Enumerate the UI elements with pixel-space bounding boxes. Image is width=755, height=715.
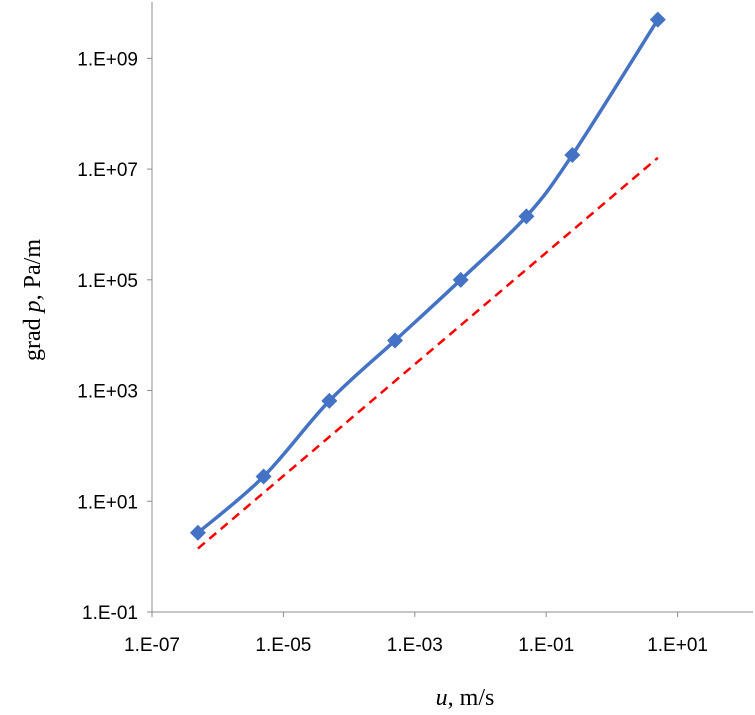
x-tick-label: 1.E-03 [387,635,443,656]
data-point-marker [518,208,535,225]
data-point-marker [189,524,206,541]
y-axis-title-unit: , Pa/m [20,239,46,301]
y-tick-label: 1.E+05 [77,271,138,292]
x-tick-label: 1.E-07 [124,635,180,656]
x-tick-label: 1.E+01 [647,635,708,656]
x-tick-group: 1.E-07 1.E-05 1.E-03 1.E-01 1.E+01 [124,612,708,656]
data-point-marker [564,146,581,163]
data-point-marker [387,332,404,349]
y-axis-title-text: grad [20,312,46,361]
x-axis-title-unit: , m/s [448,685,495,711]
x-axis-title: u, m/s [436,685,495,711]
x-tick-label: 1.E-01 [518,635,574,656]
y-axis-title: grad p, Pa/m [20,239,46,361]
x-axis-title-var: u [436,685,448,711]
x-tick-label: 1.E-05 [255,635,311,656]
series-line [196,18,660,535]
data-point-marker [255,468,272,485]
y-tick-group: 1.E-01 1.E+01 1.E+03 1.E+05 1.E+07 1.E+09 [77,49,152,624]
y-tick-label: 1.E+01 [77,492,138,513]
data-point-marker [452,271,469,288]
data-point-marker [321,392,338,409]
data-point-marker [649,11,666,28]
plot-series-group [189,11,666,550]
y-tick-label: 1.E+07 [77,160,138,181]
y-tick-label: 1.E+09 [77,49,138,70]
y-tick-label: 1.E-01 [82,603,138,624]
y-axis-title-var: p [20,300,46,314]
y-tick-label: 1.E+03 [77,382,138,403]
reference-dashed-line [197,156,659,550]
